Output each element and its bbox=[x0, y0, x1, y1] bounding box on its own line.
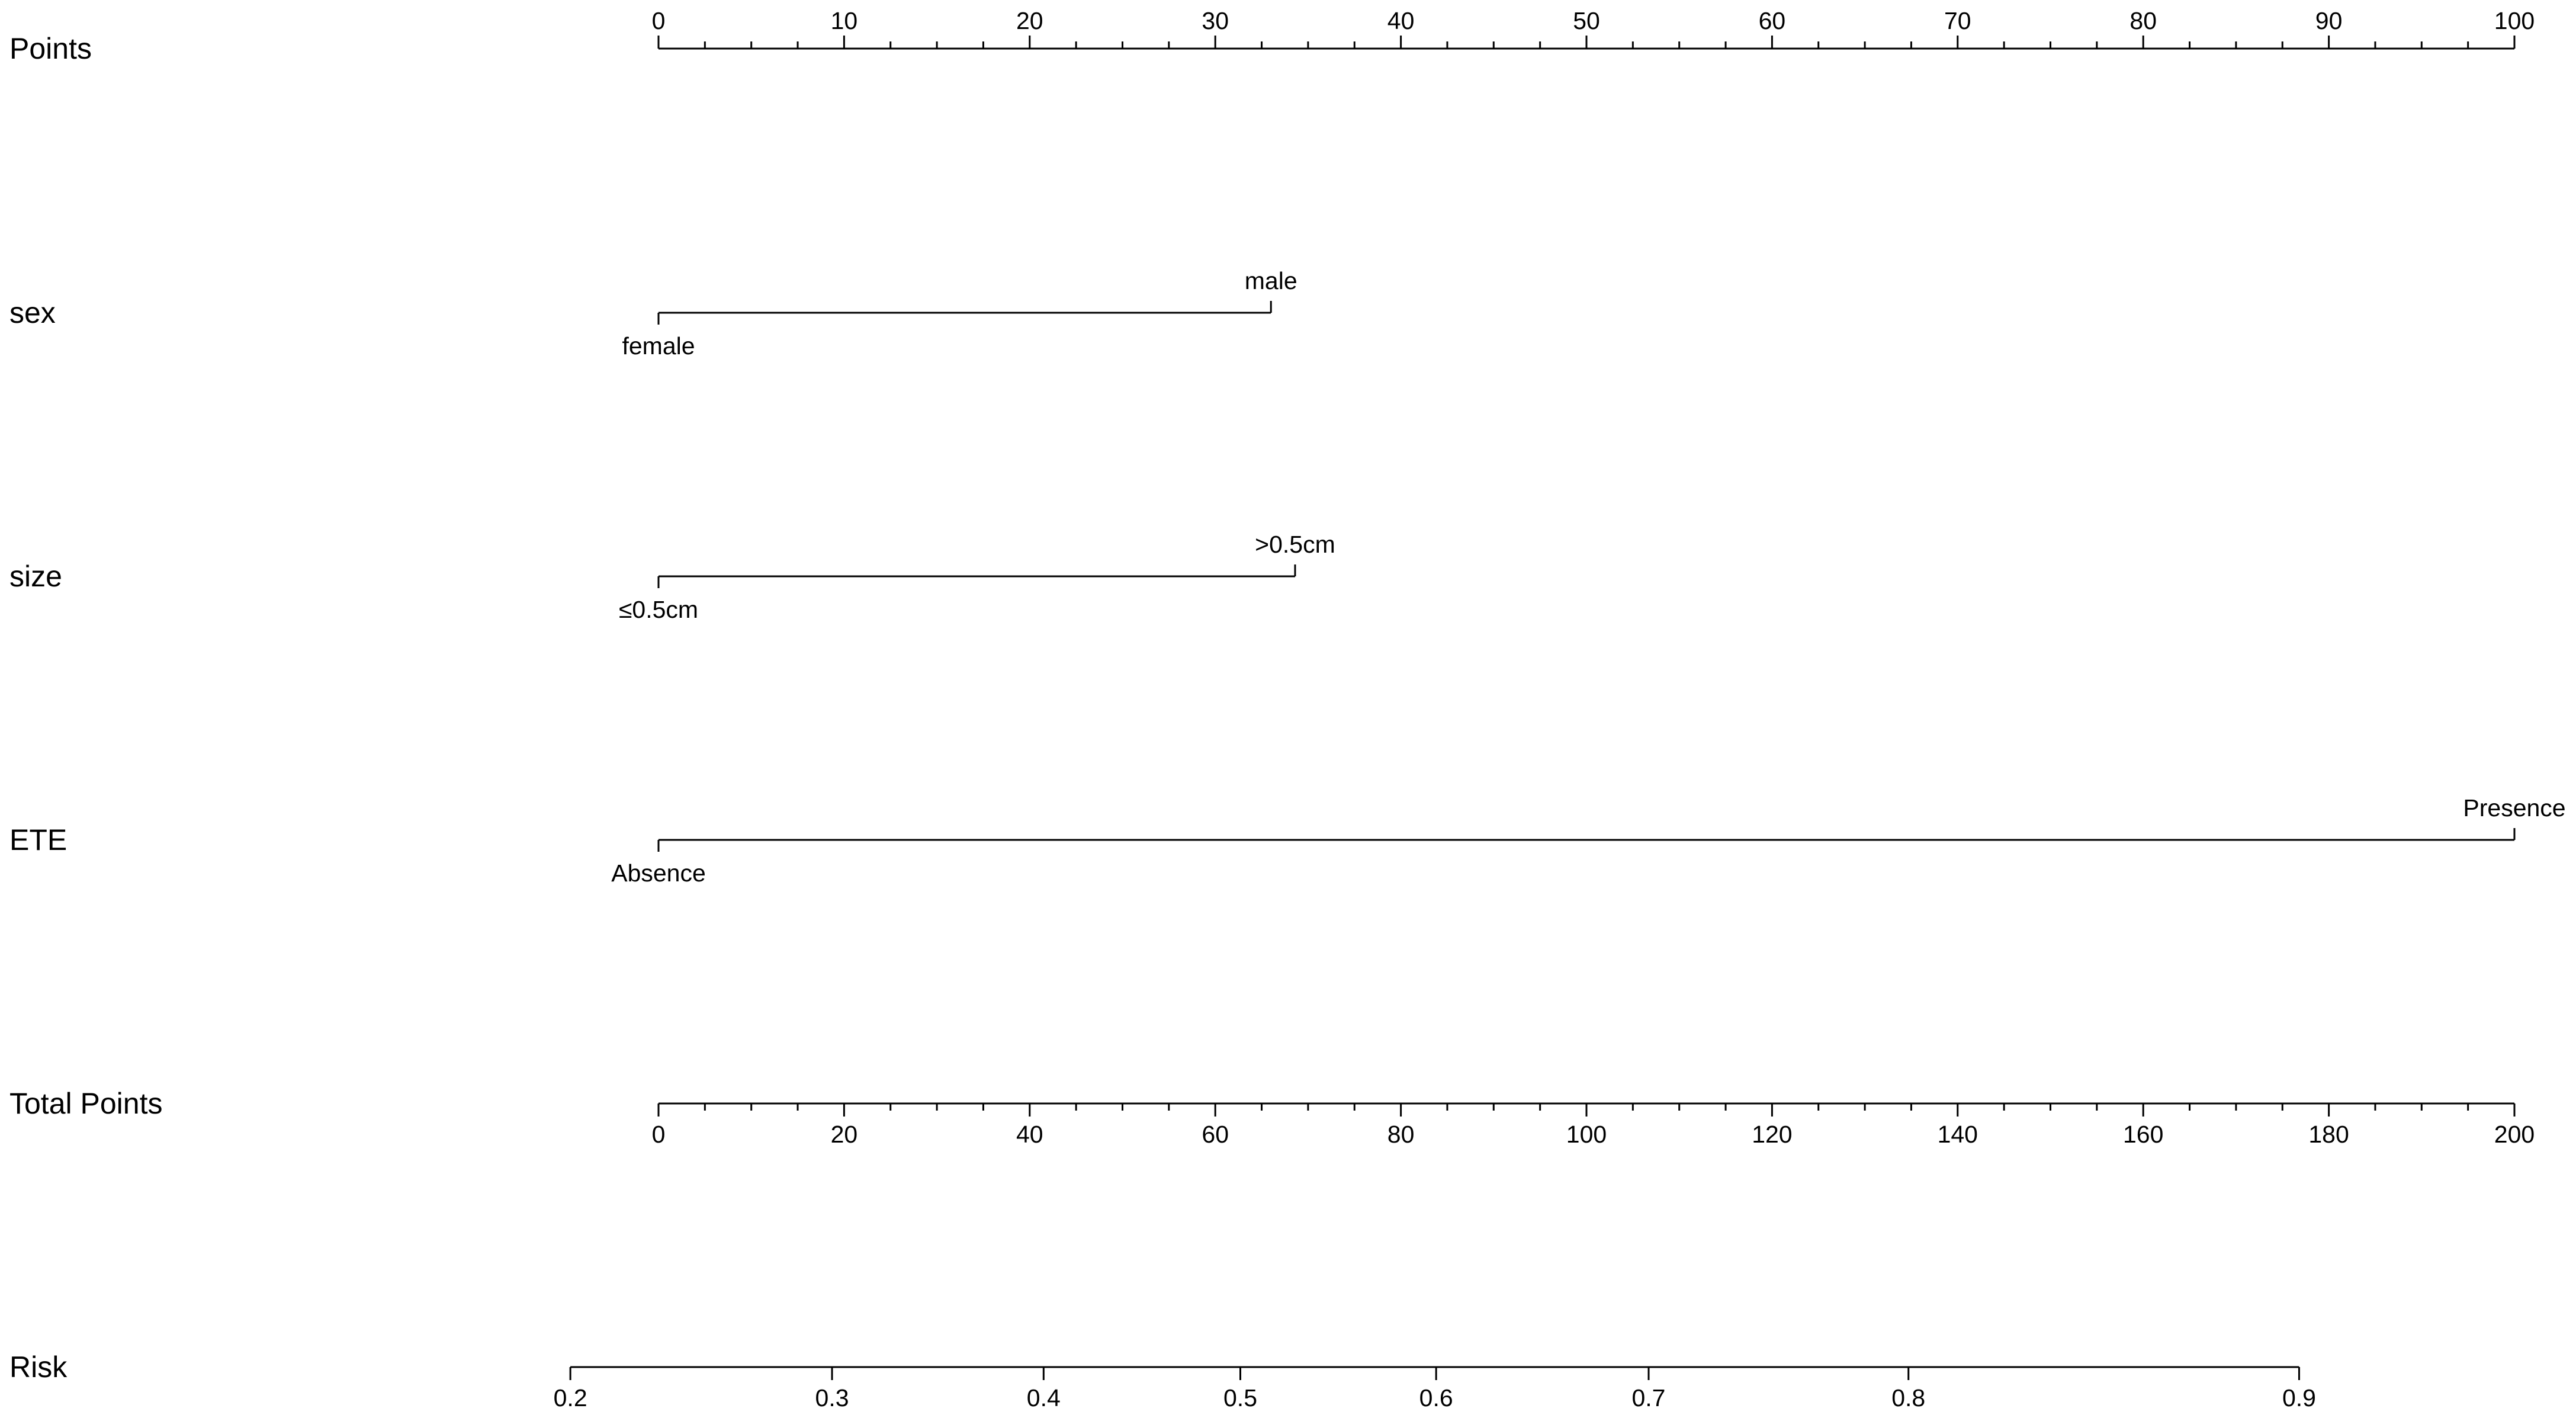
points-tick-label: 20 bbox=[1016, 7, 1043, 34]
risk-tick-label: 0.4 bbox=[1027, 1384, 1061, 1411]
sex-level-label: male bbox=[1245, 267, 1297, 294]
total-points-tick-label: 60 bbox=[1202, 1121, 1229, 1148]
points-tick-label: 90 bbox=[2315, 7, 2343, 34]
sex-level-label: female bbox=[622, 332, 695, 360]
risk-tick-label: 0.5 bbox=[1223, 1384, 1257, 1411]
points-tick-label: 0 bbox=[652, 7, 666, 34]
points-tick-label: 10 bbox=[831, 7, 858, 34]
risk-tick-label: 0.6 bbox=[1419, 1384, 1453, 1411]
row-label-size: size bbox=[9, 560, 62, 593]
total-points-tick-label: 20 bbox=[831, 1121, 858, 1148]
ete-level-label: Absence bbox=[611, 859, 706, 887]
size-level-label: ≤0.5cm bbox=[619, 596, 698, 623]
total-points-tick-label: 120 bbox=[1752, 1121, 1792, 1148]
points-tick-label: 60 bbox=[1759, 7, 1786, 34]
total-points-tick-label: 180 bbox=[2308, 1121, 2349, 1148]
total-points-tick-label: 80 bbox=[1387, 1121, 1415, 1148]
row-label-sex: sex bbox=[9, 296, 56, 329]
total-points-tick-label: 160 bbox=[2123, 1121, 2163, 1148]
risk-tick-label: 0.2 bbox=[554, 1384, 587, 1411]
points-tick-label: 30 bbox=[1202, 7, 1229, 34]
ete-level-label: Presence bbox=[2463, 794, 2565, 822]
risk-tick-label: 0.3 bbox=[815, 1384, 849, 1411]
row-label-ete: ETE bbox=[9, 823, 67, 856]
row-label-points: Points bbox=[9, 32, 92, 65]
total-points-tick-label: 140 bbox=[1938, 1121, 1978, 1148]
points-tick-label: 50 bbox=[1573, 7, 1600, 34]
points-tick-label: 40 bbox=[1387, 7, 1415, 34]
row-label-risk: Risk bbox=[9, 1350, 68, 1384]
total-points-tick-label: 100 bbox=[1566, 1121, 1607, 1148]
risk-tick-label: 0.7 bbox=[1631, 1384, 1665, 1411]
risk-tick-label: 0.9 bbox=[2282, 1384, 2316, 1411]
row-label-total-points: Total Points bbox=[9, 1087, 162, 1120]
points-tick-label: 100 bbox=[2494, 7, 2535, 34]
size-level-label: >0.5cm bbox=[1255, 531, 1335, 558]
risk-tick-label: 0.8 bbox=[1891, 1384, 1925, 1411]
total-points-tick-label: 40 bbox=[1016, 1121, 1043, 1148]
points-tick-label: 70 bbox=[1944, 7, 1971, 34]
total-points-tick-label: 0 bbox=[652, 1121, 666, 1148]
points-tick-label: 80 bbox=[2129, 7, 2157, 34]
total-points-tick-label: 200 bbox=[2494, 1121, 2535, 1148]
